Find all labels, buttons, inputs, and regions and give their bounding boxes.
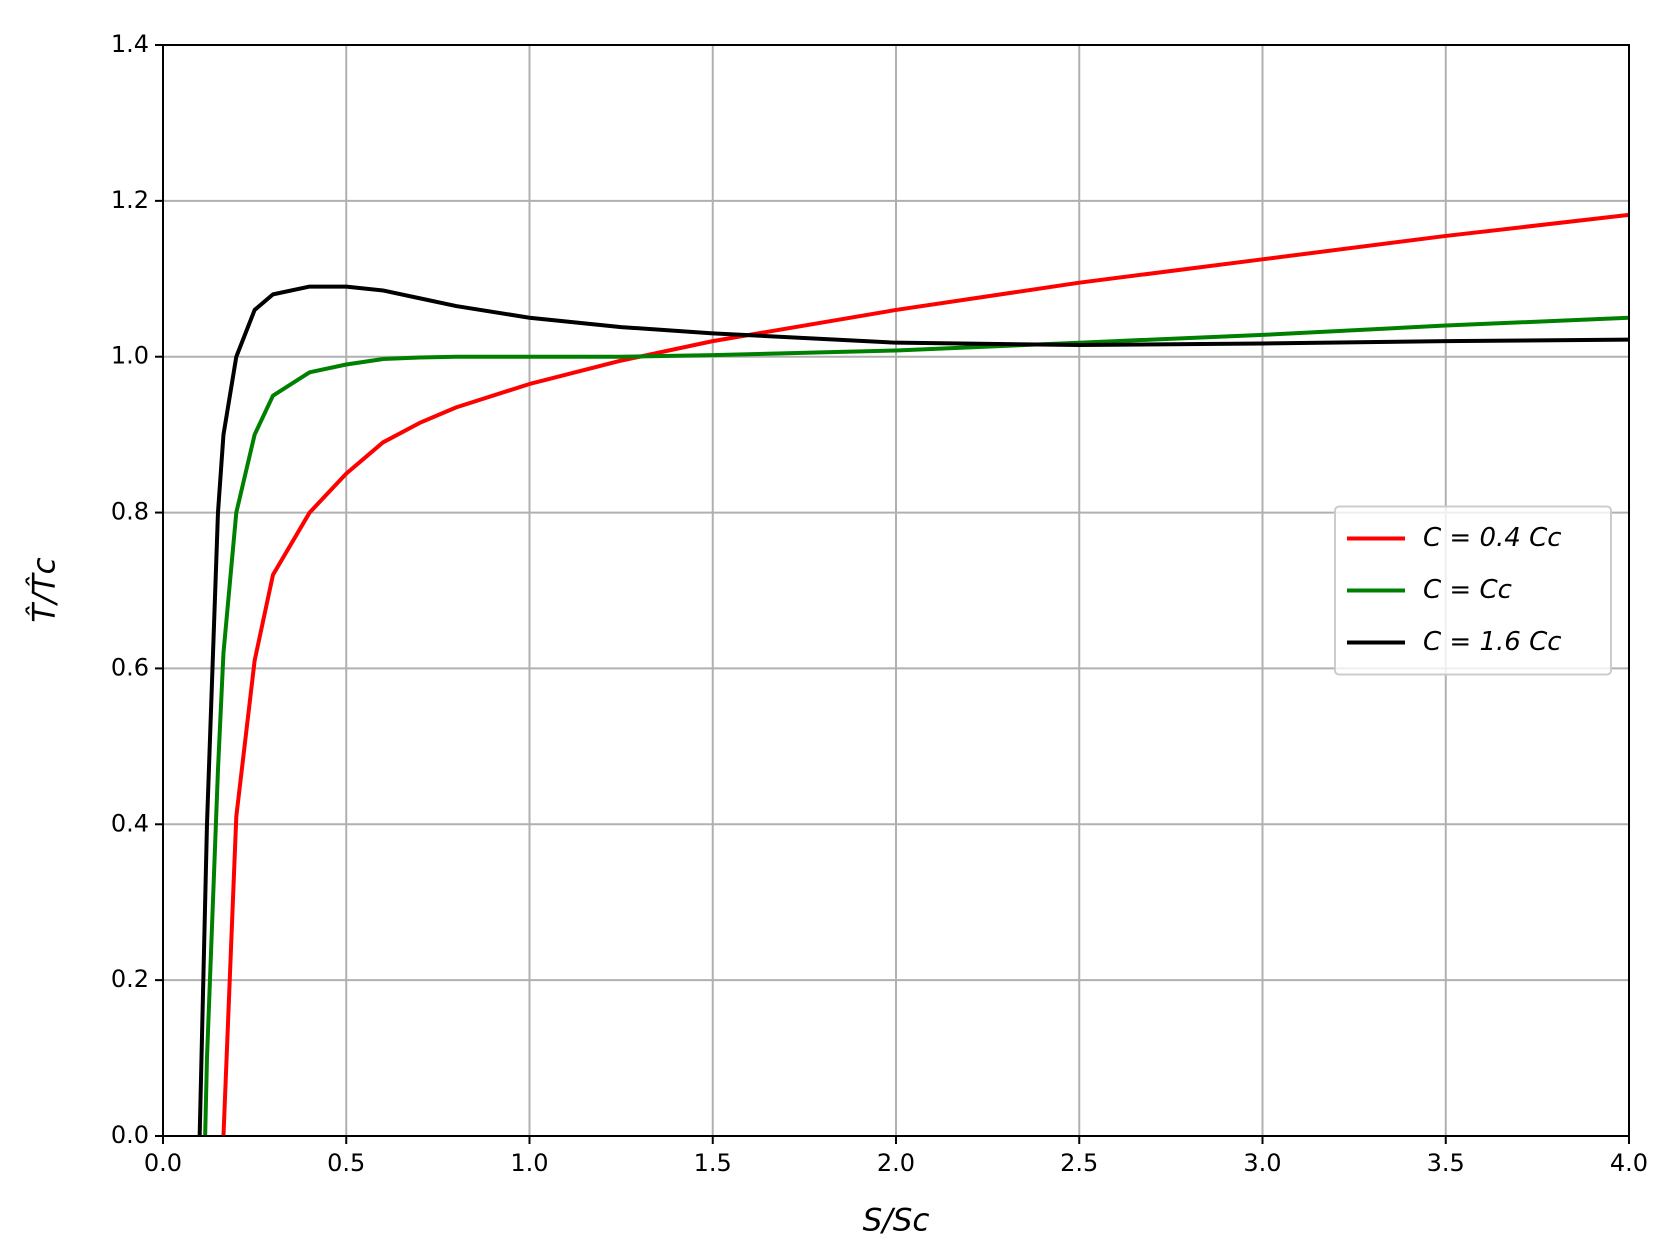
- legend-box: [1334, 505, 1612, 676]
- x-tick-label: 1.5: [694, 1149, 732, 1177]
- series-line: [197, 284, 1629, 1136]
- series-line: [203, 315, 1629, 1136]
- legend-label: C = 1.6 Cc: [1423, 627, 1562, 657]
- y-tick-label: 0.4: [111, 809, 149, 837]
- y-tick-label: 0.6: [111, 653, 149, 681]
- series-line: [221, 212, 1629, 1136]
- x-tick-label: 4.0: [1610, 1149, 1648, 1177]
- legend-label: C = Cc: [1423, 575, 1512, 605]
- plot-frame: [162, 44, 1630, 1137]
- y-tick-label: 1.2: [111, 186, 149, 214]
- x-tick-label: 0.5: [327, 1149, 365, 1177]
- y-tick-label: 0.2: [111, 965, 149, 993]
- y-tick-label: 1.0: [111, 342, 149, 370]
- x-tick-label: 0.0: [144, 1149, 182, 1177]
- x-tick-label: 2.0: [877, 1149, 915, 1177]
- legend-label: C = 0.4 Cc: [1423, 523, 1562, 553]
- x-tick-label: 3.0: [1243, 1149, 1281, 1177]
- y-axis-label: T̂/T̂c: [26, 557, 63, 622]
- y-tick-label: 1.4: [111, 30, 149, 58]
- x-tick-label: 3.5: [1427, 1149, 1465, 1177]
- y-tick-label: 0.0: [111, 1121, 149, 1149]
- y-tick-label: 0.8: [111, 498, 149, 526]
- x-axis-label: S/Sc: [863, 1203, 930, 1239]
- x-tick-label: 2.5: [1060, 1149, 1098, 1177]
- x-tick-label: 1.0: [510, 1149, 548, 1177]
